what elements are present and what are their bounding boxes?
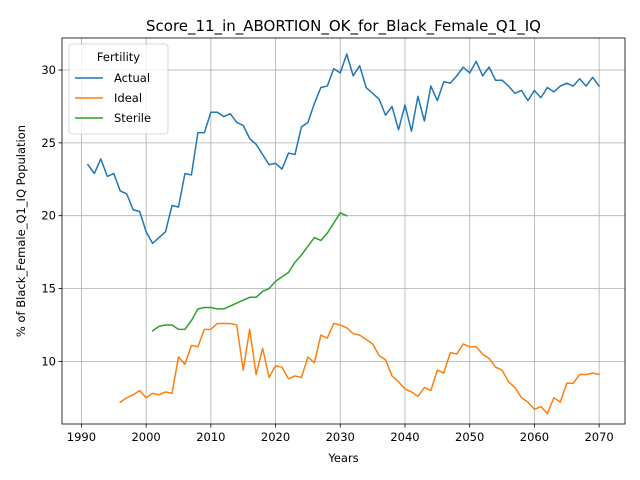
series-lines: [86, 53, 601, 415]
series-line-sterile: [151, 212, 348, 332]
x-tick-label: 2070: [584, 430, 613, 444]
plot-frame: [61, 37, 626, 425]
legend-label-ideal: Ideal: [114, 91, 142, 105]
legend-title: Fertility: [97, 50, 140, 64]
x-axis-label: Years: [327, 451, 358, 465]
x-axis: 1990 2000 2010 2020 2030 2040 2050 2060 2070: [67, 424, 614, 444]
y-tick-label: 20: [41, 209, 56, 223]
legend-frame: [68, 43, 169, 135]
legend-label-actual: Actual: [114, 71, 150, 85]
y-tick-label: 10: [41, 354, 56, 368]
x-tick-label: 2050: [455, 430, 484, 444]
x-tick-label: 2040: [390, 430, 419, 444]
grid: [62, 38, 625, 424]
legend: Fertility Actual Ideal Sterile: [68, 43, 169, 135]
y-axis-label: % of Black_Female_Q1_IQ Population: [14, 125, 28, 337]
y-tick-label: 30: [41, 63, 56, 77]
x-tick-label: 2010: [196, 430, 225, 444]
chart-title: Score_11_in_ABORTION_OK_for_Black_Female…: [146, 17, 541, 36]
x-tick-label: 1990: [67, 430, 96, 444]
x-tick-label: 2030: [326, 430, 355, 444]
x-tick-label: 2000: [131, 430, 160, 444]
y-axis: 10 15 20 25 30: [41, 63, 62, 368]
legend-label-sterile: Sterile: [114, 111, 151, 125]
y-tick-label: 25: [41, 136, 56, 150]
x-tick-label: 2060: [520, 430, 549, 444]
series-line-ideal: [119, 322, 601, 415]
y-tick-label: 15: [41, 282, 56, 296]
series-line-actual: [86, 53, 601, 245]
x-tick-label: 2020: [261, 430, 290, 444]
